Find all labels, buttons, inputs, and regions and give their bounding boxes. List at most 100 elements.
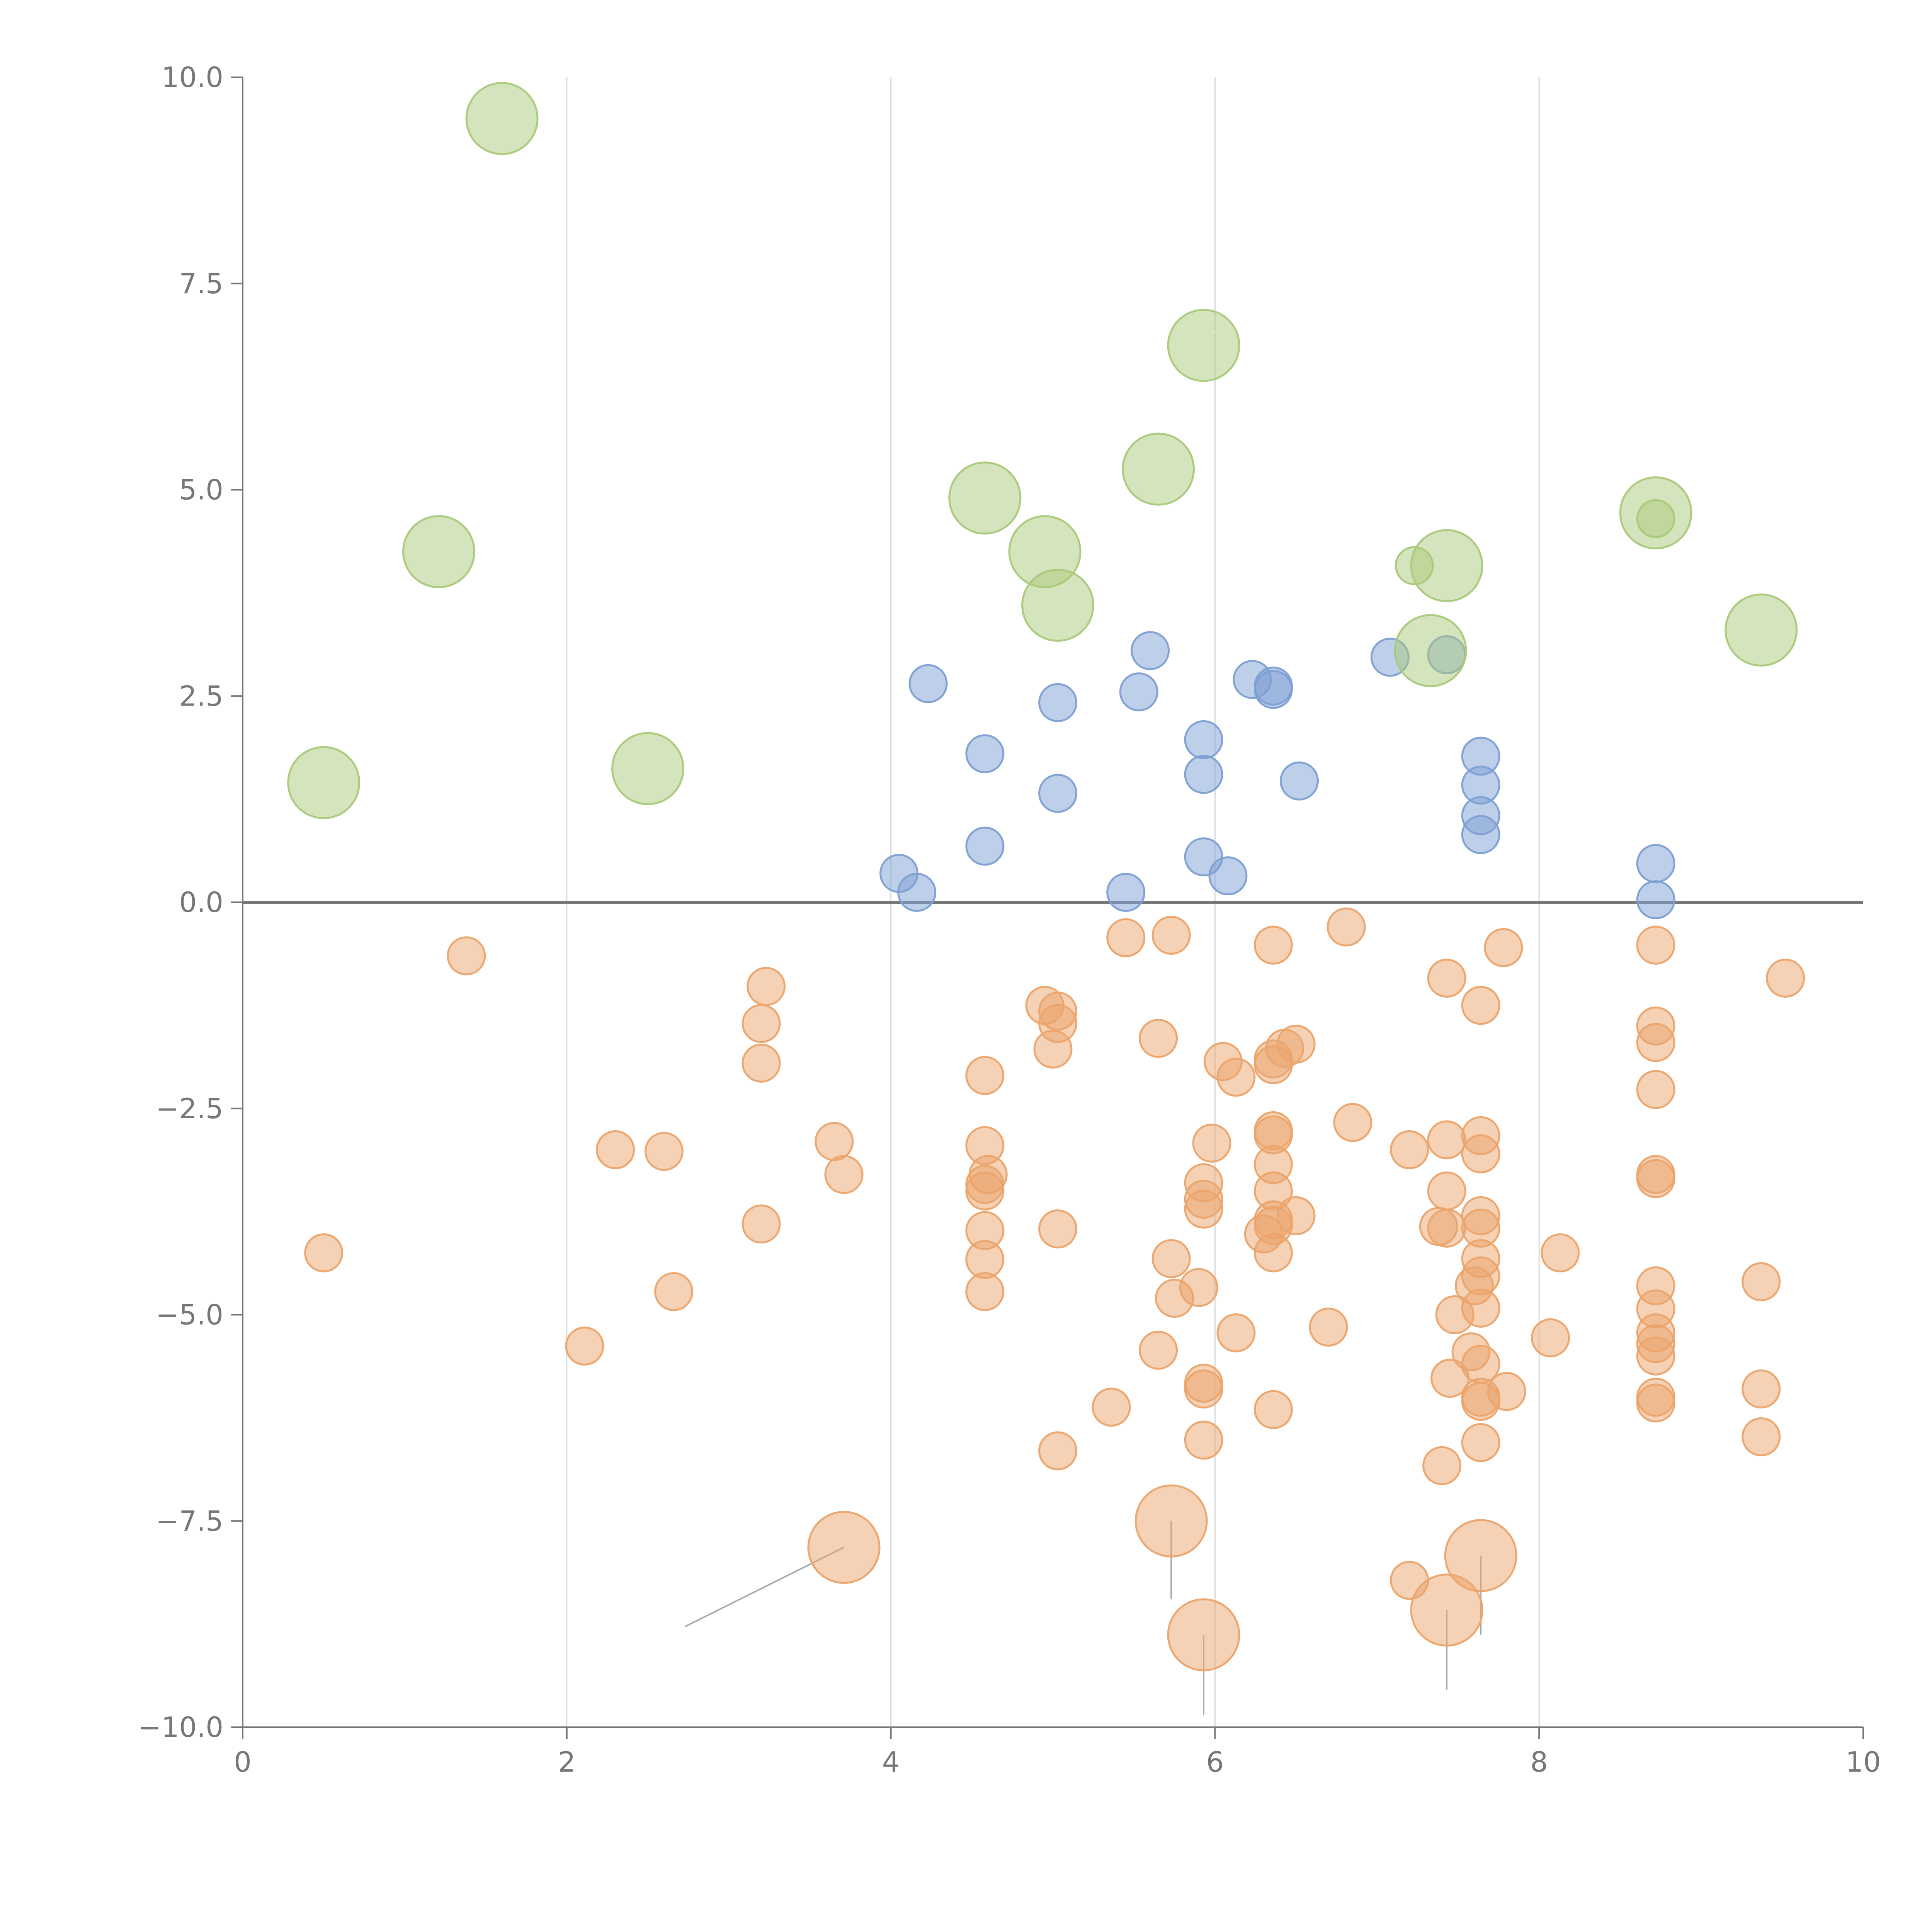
- blue-point: [1184, 755, 1223, 794]
- blue-point: [1184, 720, 1223, 759]
- orange-point: [1276, 1196, 1316, 1235]
- orange-point: [1184, 1369, 1223, 1409]
- blue-point: [908, 664, 948, 703]
- blue-point: [1253, 670, 1293, 709]
- orange-point: [742, 1204, 781, 1244]
- y-tick-label: −7.5: [156, 1505, 223, 1537]
- y-tick-label: 7.5: [179, 267, 223, 300]
- blue-point: [1636, 844, 1675, 883]
- orange-point: [304, 1233, 344, 1272]
- orange-point: [644, 1132, 684, 1171]
- blue-point: [1131, 631, 1170, 670]
- orange-point: [1487, 1372, 1526, 1411]
- orange-point: [1422, 1446, 1462, 1485]
- blue-point: [1119, 672, 1158, 712]
- green-point: [948, 461, 1022, 535]
- orange-point: [1742, 1369, 1781, 1409]
- orange-point: [1636, 1383, 1675, 1423]
- green-point: [611, 732, 684, 805]
- y-tick-label: −2.5: [156, 1092, 223, 1125]
- orange-point: [965, 1171, 1005, 1211]
- orange-point: [1742, 1262, 1781, 1301]
- green-point: [1725, 593, 1798, 667]
- orange-point: [1461, 1288, 1500, 1328]
- green-small-point: [1636, 499, 1675, 538]
- blue-point: [1038, 683, 1078, 722]
- orange-point: [1253, 1390, 1293, 1429]
- y-tick-label: −10.0: [138, 1711, 223, 1743]
- blue-point: [1636, 880, 1675, 920]
- orange-point: [1038, 1209, 1078, 1248]
- orange-large-point: [1444, 1519, 1517, 1592]
- orange-point: [1766, 958, 1805, 998]
- orange-large-point: [807, 1511, 881, 1584]
- orange-large-point: [1410, 1573, 1483, 1647]
- blue-point: [965, 827, 1005, 866]
- orange-point: [565, 1327, 604, 1366]
- orange-point: [1427, 1208, 1466, 1248]
- x-tick-label: 4: [882, 1746, 900, 1778]
- orange-point: [1139, 1330, 1178, 1370]
- orange-point: [447, 936, 486, 976]
- blue-point: [1208, 856, 1248, 896]
- orange-point: [965, 1272, 1005, 1311]
- orange-point: [1461, 1134, 1500, 1173]
- y-tick-label: 10.0: [162, 61, 223, 94]
- orange-point: [1531, 1318, 1570, 1357]
- leader-lines: [323, 114, 1762, 1715]
- blue-point: [1038, 774, 1078, 813]
- green-point: [1021, 568, 1095, 642]
- y-tick-label: −5.0: [156, 1299, 223, 1331]
- orange-point: [742, 1043, 781, 1083]
- orange-point: [1333, 1103, 1372, 1142]
- orange-point: [1484, 928, 1523, 967]
- orange-point: [1461, 1423, 1500, 1462]
- orange-point: [1253, 1233, 1293, 1272]
- orange-point: [1038, 1431, 1078, 1471]
- orange-point: [747, 967, 786, 1006]
- orange-point: [742, 1004, 781, 1043]
- orange-point: [1636, 1336, 1675, 1376]
- orange-point: [1636, 1070, 1675, 1109]
- orange-point: [1327, 907, 1366, 947]
- orange-point: [824, 1155, 864, 1194]
- green-point: [287, 746, 361, 819]
- blue-point: [1106, 872, 1146, 912]
- x-tick-label: 0: [234, 1746, 252, 1778]
- x-tick-label: 10: [1845, 1746, 1881, 1778]
- orange-point: [1636, 1023, 1675, 1062]
- orange-point: [1106, 918, 1146, 957]
- orange-point: [654, 1272, 694, 1311]
- y-axis-ticks: 10.0 7.5 5.0 2.5 0.0 −2.5 −5.0 −7.5 −10.0: [138, 61, 243, 1743]
- orange-point: [596, 1130, 635, 1169]
- y-tick-label: 2.5: [179, 680, 223, 712]
- data-points: [287, 82, 1805, 1672]
- orange-large-point: [1134, 1484, 1208, 1558]
- orange-point: [1427, 958, 1466, 998]
- orange-point: [1541, 1233, 1580, 1272]
- green-point: [1122, 432, 1195, 506]
- orange-point: [1636, 1159, 1675, 1198]
- orange-point: [1390, 1130, 1429, 1169]
- orange-point: [1151, 915, 1191, 955]
- orange-point: [1276, 1024, 1316, 1064]
- orange-point: [1151, 1239, 1191, 1278]
- green-point: [1394, 614, 1467, 687]
- x-tick-label: 6: [1206, 1746, 1224, 1778]
- blue-point: [1461, 815, 1500, 854]
- orange-point: [1636, 925, 1675, 965]
- green-point: [1167, 309, 1240, 382]
- blue-point: [897, 872, 937, 912]
- x-tick-label: 2: [558, 1746, 576, 1778]
- orange-point: [1139, 1019, 1178, 1058]
- orange-point: [1427, 1120, 1466, 1160]
- blue-point: [1279, 761, 1319, 801]
- orange-point: [1033, 1029, 1073, 1069]
- orange-point: [1309, 1308, 1348, 1347]
- orange-large-point: [1167, 1598, 1240, 1672]
- orange-point: [1179, 1268, 1218, 1307]
- orange-point: [1092, 1388, 1131, 1427]
- blue-point: [965, 734, 1005, 774]
- green-small-point: [1395, 546, 1434, 585]
